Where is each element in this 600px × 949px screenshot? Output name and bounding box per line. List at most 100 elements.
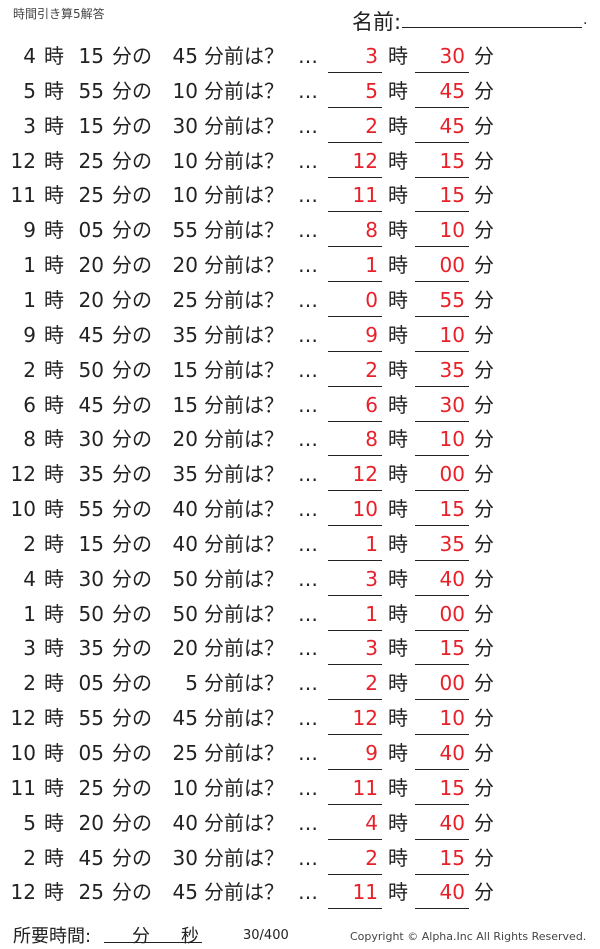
minutes-before-value: 15 (172, 357, 198, 382)
answer-minute: 15 (439, 636, 465, 661)
hour-value: 8 (23, 427, 36, 452)
answer-hour: 3 (365, 566, 378, 591)
answer-hour-unit: 時 (388, 706, 408, 731)
hour-value: 12 (10, 706, 36, 731)
answer-hour-line (328, 559, 382, 561)
answer-minute: 15 (439, 775, 465, 800)
answer-minute-line (415, 594, 469, 596)
problem-row: 5 時 20 分の 40 分前は？… 4 時 40 分 (0, 811, 600, 845)
hour-unit: 時 (44, 810, 64, 835)
problem-row: 9 時 05 分の 55 分前は？… 8 時 10 分 (0, 218, 600, 252)
minutes-before-value: 10 (172, 78, 198, 103)
minute-of-label: 分の (112, 845, 152, 870)
answer-minute: 30 (439, 392, 465, 417)
minutes-before-label: 分前は？ (204, 671, 284, 696)
answer-minute-line (415, 176, 469, 178)
ellipsis: … (298, 462, 318, 487)
minutes-before-value: 10 (172, 148, 198, 173)
hour-value: 2 (23, 845, 36, 870)
answer-minute-unit: 分 (474, 148, 494, 173)
answer-hour-line (328, 211, 382, 213)
minutes-before-label: 分前は？ (204, 601, 284, 626)
problem-row: 2 時 50 分の 15 分前は？… 2 時 35 分 (0, 358, 600, 392)
answer-minute: 10 (439, 706, 465, 731)
answer-minute-line (415, 420, 469, 422)
minutes-before-label: 分前は？ (204, 566, 284, 591)
answer-hour-line (328, 420, 382, 422)
answer-hour: 6 (365, 392, 378, 417)
minute-value: 45 (78, 392, 104, 417)
minutes-before-value: 20 (172, 253, 198, 278)
answer-hour-line (328, 908, 382, 910)
answer-hour-line (328, 385, 382, 387)
minute-of-label: 分の (112, 287, 152, 312)
answer-minute-unit: 分 (474, 706, 494, 731)
hour-value: 12 (10, 462, 36, 487)
hour-unit: 時 (44, 44, 64, 68)
answer-minute: 00 (439, 601, 465, 626)
minute-of-label: 分の (112, 113, 152, 138)
answer-hour-unit: 時 (388, 497, 408, 522)
hour-unit: 時 (44, 845, 64, 870)
minute-value: 35 (78, 462, 104, 487)
answer-hour: 0 (365, 287, 378, 312)
minutes-before-label: 分前は？ (204, 183, 284, 208)
answer-minute-line (415, 106, 469, 108)
problem-row: 12 時 25 分の 45 分前は？ … 11 時 40 分 (0, 880, 600, 914)
hour-value: 11 (10, 183, 36, 208)
problem-row: 12 時 55 分の 45 分前は？ … 12 時 10 分 (0, 706, 600, 740)
minute-of-label: 分の (112, 636, 152, 661)
minute-value: 30 (78, 427, 104, 452)
hour-value: 6 (23, 392, 36, 417)
answer-minute: 40 (439, 741, 465, 765)
answer-minute-line (415, 141, 469, 143)
answer-hour-unit: 時 (388, 253, 408, 278)
minutes-before-label: 分前は？ (204, 113, 284, 138)
minute-value: 20 (78, 810, 104, 835)
hour-value: 2 (23, 357, 36, 382)
minutes-before-value: 45 (172, 44, 198, 68)
hour-unit: 時 (44, 113, 64, 138)
answer-hour: 10 (352, 497, 378, 522)
answer-minute-unit: 分 (474, 113, 494, 138)
minutes-before-value: 35 (172, 462, 198, 487)
answer-minute: 15 (439, 497, 465, 522)
answer-hour-line (328, 734, 382, 736)
minute-value: 15 (78, 531, 104, 556)
answer-minute-unit: 分 (474, 218, 494, 243)
time-required-field[interactable] (104, 942, 202, 943)
ellipsis: … (298, 497, 318, 522)
answer-minute-line (415, 350, 469, 352)
minute-of-label: 分の (112, 497, 152, 522)
answer-hour: 2 (365, 113, 378, 138)
minutes-before-label: 分前は？ (204, 497, 284, 522)
answer-minute: 10 (439, 218, 465, 243)
minute-value: 05 (78, 218, 104, 243)
hour-unit: 時 (44, 497, 64, 522)
problem-row: 5 時 55 分の 10 分前は？… 5 時 45 分 (0, 79, 600, 113)
answer-hour-unit: 時 (388, 880, 408, 905)
answer-minute-unit: 分 (474, 357, 494, 382)
answer-hour-unit: 時 (388, 113, 408, 138)
answer-minute: 15 (439, 148, 465, 173)
minute-of-label: 分の (112, 810, 152, 835)
answer-hour-line (328, 594, 382, 596)
minute-value: 35 (78, 636, 104, 661)
answer-minute-unit: 分 (474, 497, 494, 522)
page-number: 30/400 (243, 928, 289, 943)
answer-minute: 45 (439, 113, 465, 138)
answer-hour-unit: 時 (388, 148, 408, 173)
hour-value: 1 (23, 601, 36, 626)
answer-hour-unit: 時 (388, 462, 408, 487)
minutes-before-label: 分前は？ (204, 810, 284, 835)
minutes-before-label: 分前は？ (204, 78, 284, 103)
hour-unit: 時 (44, 775, 64, 800)
answer-hour-unit: 時 (388, 775, 408, 800)
answer-minute-line (415, 664, 469, 666)
name-field[interactable] (402, 27, 582, 28)
ellipsis: … (298, 636, 318, 661)
problem-row: 1 時 20 分の 20 分前は？… 1 時 00 分 (0, 253, 600, 287)
answer-minute-line (415, 525, 469, 527)
minutes-before-label: 分前は？ (204, 322, 284, 347)
problem-row: 11 時 25 分の 10 分前は？ … 11 時 15 分 (0, 776, 600, 810)
